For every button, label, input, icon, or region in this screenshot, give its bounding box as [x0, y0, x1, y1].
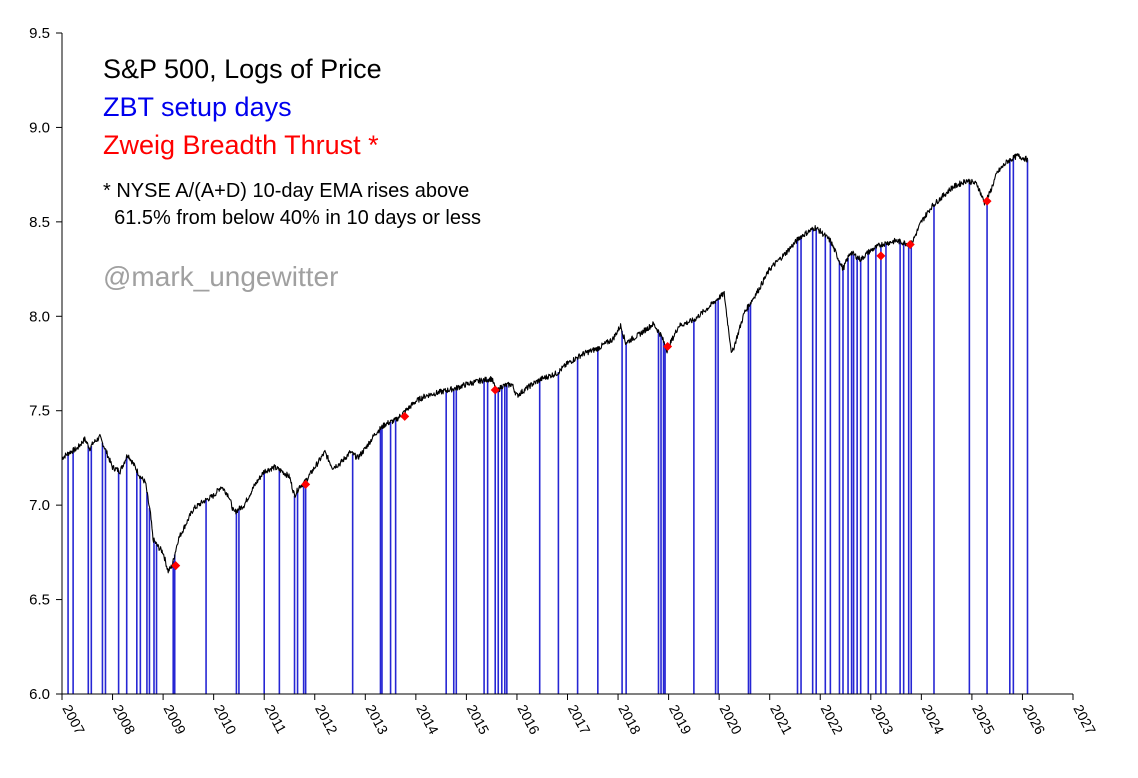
footnote-line-2: 61.5% from below 40% in 10 days or less [103, 207, 481, 230]
thrust-marker-1 [301, 479, 311, 489]
legend-zweig-breadth-thrust: Zweig Breadth Thrust * [103, 130, 379, 160]
y-tick-label-7: 9.5 [29, 25, 50, 42]
x-tick-label-19: 2026 [1020, 702, 1049, 737]
footnote-line-2-text: 61.5% from below 40% in 10 days or less [114, 207, 481, 229]
x-tick-label-3: 2010 [211, 702, 240, 737]
x-tick-label-13: 2020 [717, 702, 746, 737]
x-tick-label-10: 2017 [565, 702, 594, 737]
x-tick-label-20: 2027 [1070, 702, 1099, 737]
price-line [61, 153, 1029, 574]
setup-day-lines [67, 158, 1029, 694]
x-tick-label-9: 2016 [514, 702, 543, 737]
x-tick-label-11: 2018 [615, 702, 644, 737]
price-series [61, 153, 1029, 574]
y-tick-label-2: 7.0 [29, 497, 50, 514]
y-tick-label-5: 8.5 [29, 214, 50, 231]
x-tick-label-18: 2025 [969, 702, 998, 737]
x-tick-label-8: 2015 [464, 702, 493, 737]
y-tick-label-6: 9.0 [29, 119, 50, 136]
thrust-marker-4 [663, 342, 673, 352]
x-tick-label-12: 2019 [666, 702, 695, 737]
x-tick-label-6: 2013 [363, 702, 392, 737]
footnote-line-1: * NYSE A/(A+D) 10-day EMA rises above [103, 180, 470, 202]
x-tick-label-14: 2021 [767, 702, 796, 737]
thrust-marker-6 [905, 240, 915, 250]
x-tick-label-15: 2022 [818, 702, 847, 737]
x-tick-label-16: 2023 [868, 702, 897, 737]
x-tick-label-7: 2014 [413, 702, 442, 737]
y-tick-label-3: 7.5 [29, 403, 50, 420]
author-credit: @mark_ungewitter [103, 261, 339, 292]
thrust-marker-2 [400, 411, 410, 421]
thrust-marker-0 [171, 561, 181, 571]
x-tick-label-2: 2009 [160, 702, 189, 737]
x-tick-label-4: 2011 [262, 702, 290, 736]
y-tick-label-1: 6.5 [29, 592, 50, 609]
thrust-marker-3 [490, 385, 500, 395]
legend-setup-days: ZBT setup days [103, 92, 292, 122]
x-tick-label-0: 2007 [59, 702, 88, 737]
thrust-markers [171, 196, 992, 571]
chart-title: S&P 500, Logs of Price [103, 54, 382, 84]
y-tick-label-4: 8.0 [29, 308, 50, 325]
x-tick-label-17: 2024 [919, 702, 948, 737]
x-tick-label-1: 2008 [110, 702, 139, 737]
thrust-marker-7 [982, 196, 992, 206]
x-tick-label-5: 2012 [312, 702, 341, 737]
y-tick-label-0: 6.0 [29, 686, 50, 703]
thrust-marker-5 [876, 251, 886, 261]
